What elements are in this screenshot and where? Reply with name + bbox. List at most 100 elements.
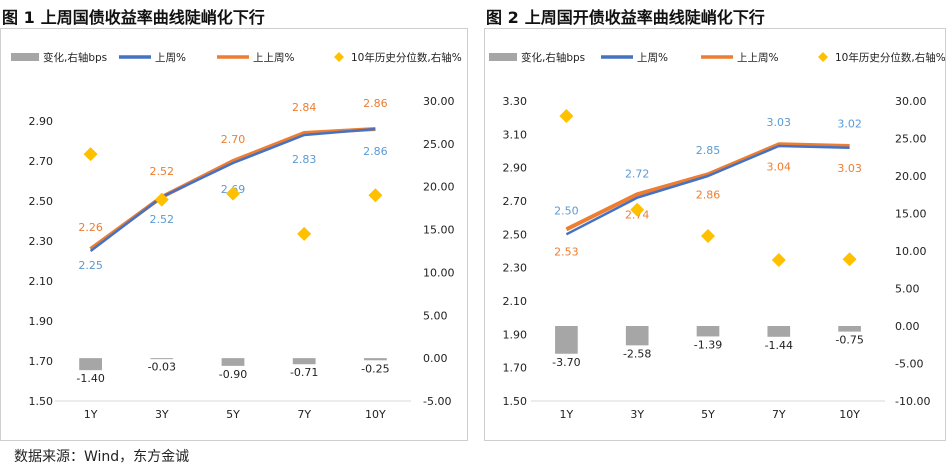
percentile-marker-1Y — [559, 109, 574, 123]
chart-svg-2: 变化,右轴bps 上周% 上上周% 10年历史分位数,右轴% 1.50 1.70 1.90 2… — [489, 51, 946, 421]
figure-title-2: 上周国开债收益率曲线陡峭化下行 — [524, 8, 765, 27]
x-tick-label-5Y: 5Y — [226, 408, 240, 421]
line-this-week — [565, 144, 850, 236]
label-this-week-10Y: 3.02 — [837, 118, 862, 131]
label-last-week-5Y: 2.70 — [221, 133, 246, 146]
y-left-tick-label: 3.30 — [503, 95, 528, 108]
figure-number-1: 图 1 — [2, 8, 35, 27]
y-left-tick-label: 2.70 — [503, 195, 528, 208]
label-this-week-5Y: 2.85 — [696, 144, 721, 157]
y-right-tick-label: 25.00 — [895, 133, 927, 146]
legend-label-bar: 变化,右轴bps — [521, 51, 585, 64]
legend-label-last-week: 上上周% — [737, 52, 778, 64]
y-right-tick-label: 30.00 — [895, 95, 927, 108]
label-last-week-10Y: 2.86 — [363, 97, 388, 110]
label-this-week-1Y: 2.50 — [554, 204, 579, 217]
bar-label-10Y: -0.25 — [361, 362, 389, 375]
x-tick-label-7Y: 7Y — [772, 408, 786, 421]
y-left-tick-label: 1.90 — [29, 315, 54, 328]
label-last-week-7Y: 2.84 — [292, 101, 317, 114]
y-right-tick-label: 25.00 — [423, 138, 455, 151]
y-left-tick-label: 2.30 — [29, 235, 54, 248]
y-left-tick-label: 2.30 — [503, 262, 528, 275]
percentile-marker-10Y — [368, 188, 383, 203]
y-left-tick-label: 2.50 — [29, 195, 54, 208]
y-right-tick-label: 0.00 — [423, 352, 448, 365]
bar-change-3Y — [625, 326, 649, 346]
chart-panel-2: 图 2 上周国开债收益率曲线陡峭化下行 变化,右轴bps 上周% 上上周% 10年历史分… — [484, 0, 950, 441]
data-source-note: 数据来源：Wind，东方金诚 — [14, 449, 190, 465]
bar-label-7Y: -1.44 — [765, 339, 793, 352]
percentile-marker-7Y — [771, 253, 786, 267]
percentile-marker-7Y — [297, 226, 312, 241]
bar-label-7Y: -0.71 — [290, 366, 318, 379]
bar-label-5Y: -0.90 — [219, 368, 247, 381]
y-right-tick-label: -10.00 — [895, 395, 930, 408]
y-left-tick-label: 2.10 — [29, 275, 54, 288]
chart-panel-1: 图 1 上周国债收益率曲线陡峭化下行 变化,右轴bps 上周% 上上周% 10年历史分位… — [0, 0, 470, 441]
bar-change-5Y — [696, 326, 720, 337]
chart-title-1: 图 1 上周国债收益率曲线陡峭化下行 — [2, 4, 265, 28]
legend-label-last-week: 上上周% — [253, 52, 294, 64]
legend-swatch-percentile — [334, 52, 344, 62]
label-this-week-1Y: 2.25 — [78, 259, 103, 272]
bar-change-1Y — [79, 358, 102, 371]
bar-change-3Y — [150, 358, 174, 360]
bar-change-10Y — [364, 358, 387, 361]
percentile-marker-10Y — [842, 252, 857, 267]
percentile-marker-3Y — [630, 202, 645, 217]
y-right-tick-label: 20.00 — [895, 170, 927, 183]
x-tick-label-10Y: 10Y — [839, 408, 860, 421]
percentile-marker-1Y — [83, 147, 98, 162]
bar-change-10Y — [838, 326, 861, 332]
x-tick-label-5Y: 5Y — [701, 408, 715, 421]
line-this-week — [89, 127, 376, 252]
bar-label-3Y: -0.03 — [148, 360, 176, 373]
y-left-tick-label: 1.70 — [29, 355, 54, 368]
x-tick-label-7Y: 7Y — [297, 408, 311, 421]
y-left-tick-label: 2.50 — [503, 228, 528, 241]
label-this-week-3Y: 2.52 — [150, 213, 175, 226]
legend-swatch-percentile — [818, 52, 828, 62]
bar-label-1Y: -3.70 — [552, 356, 580, 369]
x-tick-label-10Y: 10Y — [365, 408, 386, 421]
y-right-tick-label: -5.00 — [895, 358, 923, 371]
legend-swatch-bar — [489, 53, 517, 61]
percentile-marker-3Y — [154, 192, 169, 207]
bar-label-5Y: -1.39 — [694, 338, 722, 351]
y-left-tick-label: 2.90 — [503, 162, 528, 175]
legend-label-this-week: 上周% — [637, 52, 668, 64]
y-right-tick-label: 0.00 — [895, 320, 920, 333]
chart-title-2: 图 2 上周国开债收益率曲线陡峭化下行 — [486, 4, 765, 28]
bar-label-1Y: -1.40 — [76, 372, 104, 385]
legend-label-this-week: 上周% — [155, 52, 186, 64]
x-tick-label-1Y: 1Y — [560, 408, 574, 421]
y-left-tick-label: 1.50 — [503, 395, 528, 408]
label-last-week-1Y: 2.53 — [554, 245, 579, 258]
line-last-week — [565, 142, 850, 232]
legend-label-percentile: 10年历史分位数,右轴% — [835, 51, 945, 64]
y-left-tick-label: 2.70 — [29, 155, 54, 168]
y-right-tick-label: 30.00 — [423, 95, 455, 108]
x-tick-label-3Y: 3Y — [155, 408, 169, 421]
chart-frame-2: 变化,右轴bps 上周% 上上周% 10年历史分位数,右轴% 1.50 1.70 1.90 2… — [484, 28, 946, 441]
label-this-week-7Y: 3.03 — [767, 116, 792, 129]
figure-number-2: 图 2 — [486, 8, 519, 27]
y-right-tick-label: -5.00 — [423, 395, 451, 408]
label-last-week-7Y: 3.04 — [767, 160, 792, 173]
label-last-week-10Y: 3.03 — [837, 162, 862, 175]
percentile-marker-5Y — [226, 186, 240, 201]
label-last-week-1Y: 2.26 — [78, 221, 103, 234]
y-left-tick-label: 1.70 — [503, 362, 528, 375]
bar-label-10Y: -0.75 — [835, 334, 863, 347]
bar-change-1Y — [555, 326, 578, 354]
x-tick-label-3Y: 3Y — [630, 408, 644, 421]
y-right-tick-label: 5.00 — [895, 283, 920, 296]
bar-change-7Y — [767, 326, 791, 337]
y-left-tick-label: 1.90 — [503, 328, 528, 341]
y-right-tick-label: 20.00 — [423, 181, 455, 194]
y-right-tick-label: 10.00 — [895, 245, 927, 258]
y-right-tick-label: 10.00 — [423, 266, 455, 279]
chart-frame-1: 变化,右轴bps 上周% 上上周% 10年历史分位数,右轴% 1.50 1.70 1.90 2… — [0, 28, 468, 441]
label-this-week-7Y: 2.83 — [292, 153, 317, 166]
